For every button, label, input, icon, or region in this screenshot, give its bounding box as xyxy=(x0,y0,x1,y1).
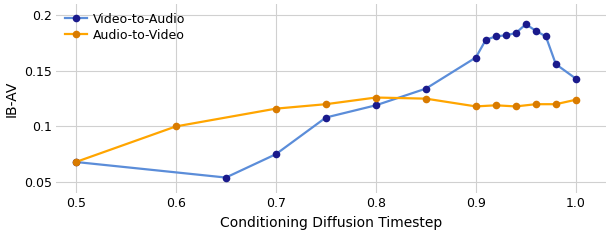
Audio-to-Video xyxy=(552,103,559,106)
Legend: Video-to-Audio, Audio-to-Video: Video-to-Audio, Audio-to-Video xyxy=(62,11,188,44)
Line: Audio-to-Video: Audio-to-Video xyxy=(72,94,580,166)
Audio-to-Video xyxy=(492,104,500,107)
Video-to-Audio xyxy=(482,38,489,41)
Video-to-Audio xyxy=(552,63,559,66)
Video-to-Audio xyxy=(502,34,509,37)
Audio-to-Video xyxy=(322,103,329,106)
Video-to-Audio xyxy=(522,23,529,26)
Audio-to-Video xyxy=(512,105,520,108)
Video-to-Audio xyxy=(542,35,550,38)
Video-to-Audio xyxy=(572,77,580,80)
Video-to-Audio xyxy=(72,161,79,163)
Audio-to-Video xyxy=(372,96,379,99)
Video-to-Audio xyxy=(272,153,279,156)
Audio-to-Video xyxy=(172,125,179,128)
Video-to-Audio xyxy=(472,56,479,59)
Audio-to-Video xyxy=(532,103,539,106)
Video-to-Audio xyxy=(512,32,520,34)
Video-to-Audio xyxy=(222,176,229,179)
Audio-to-Video xyxy=(272,107,279,110)
X-axis label: Conditioning Diffusion Timestep: Conditioning Diffusion Timestep xyxy=(220,216,442,230)
Audio-to-Video xyxy=(422,97,429,100)
Y-axis label: IB-AV: IB-AV xyxy=(4,80,18,117)
Audio-to-Video xyxy=(72,161,79,163)
Video-to-Audio xyxy=(532,29,539,32)
Video-to-Audio xyxy=(372,104,379,107)
Line: Video-to-Audio: Video-to-Audio xyxy=(72,20,580,181)
Video-to-Audio xyxy=(322,116,329,119)
Video-to-Audio xyxy=(492,35,500,38)
Audio-to-Video xyxy=(472,105,479,108)
Video-to-Audio xyxy=(422,87,429,90)
Audio-to-Video xyxy=(572,98,580,101)
